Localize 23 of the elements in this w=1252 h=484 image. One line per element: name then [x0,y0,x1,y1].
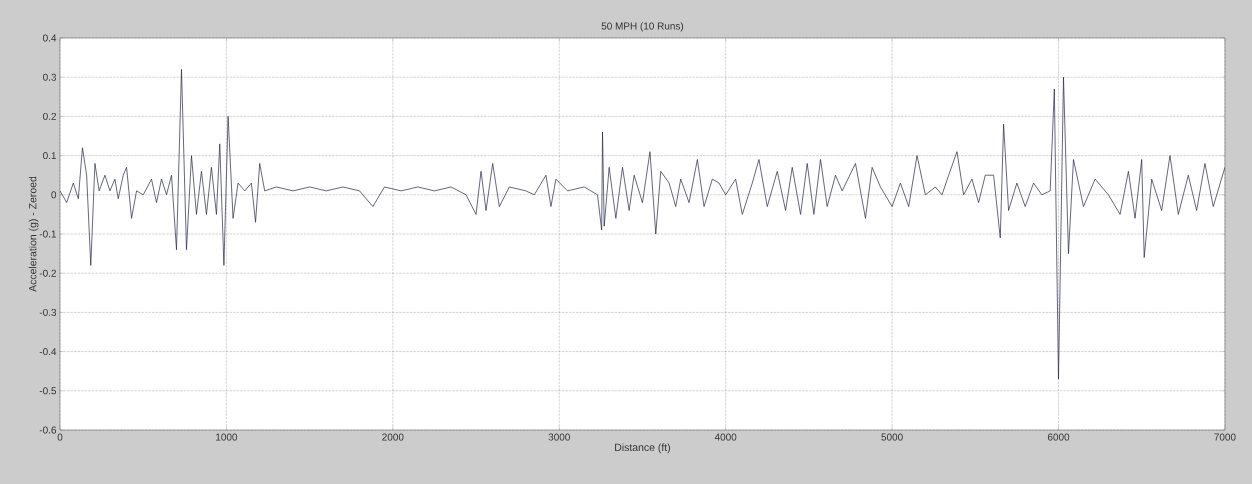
x-axis-title: Distance (ft) [615,443,670,454]
x-tick-label: 1000 [216,433,238,441]
y-tick-label: -0.3 [39,308,57,316]
y-tick-label: 0 [51,191,57,199]
x-tick-label: 2000 [382,433,404,441]
y-tick-label: -0.4 [39,348,57,356]
y-tick-label: 0.1 [43,152,56,160]
y-tick-label: 0.2 [43,112,56,120]
x-tick-label: 5000 [881,433,903,441]
y-tick-label: 0.3 [43,73,57,81]
y-tick-label: -0.6 [39,426,57,434]
y-axis-title: Acceleration (g) - Zeroed [28,176,39,292]
x-tick-label: 4000 [714,433,737,441]
y-tick-label: -0.1 [39,230,56,238]
y-tick-label: -0.5 [39,387,57,395]
x-tick-label: 0 [57,433,63,441]
x-tick-label: 6000 [1047,433,1070,441]
y-tick-label: -0.2 [39,269,56,277]
y-tick-label: 0.4 [43,34,57,42]
chart-title: 50 MPH (10 Runs) [601,22,684,32]
x-tick-label: 7000 [1214,433,1236,441]
x-tick-label: 3000 [548,433,570,441]
line-series [60,69,1225,380]
